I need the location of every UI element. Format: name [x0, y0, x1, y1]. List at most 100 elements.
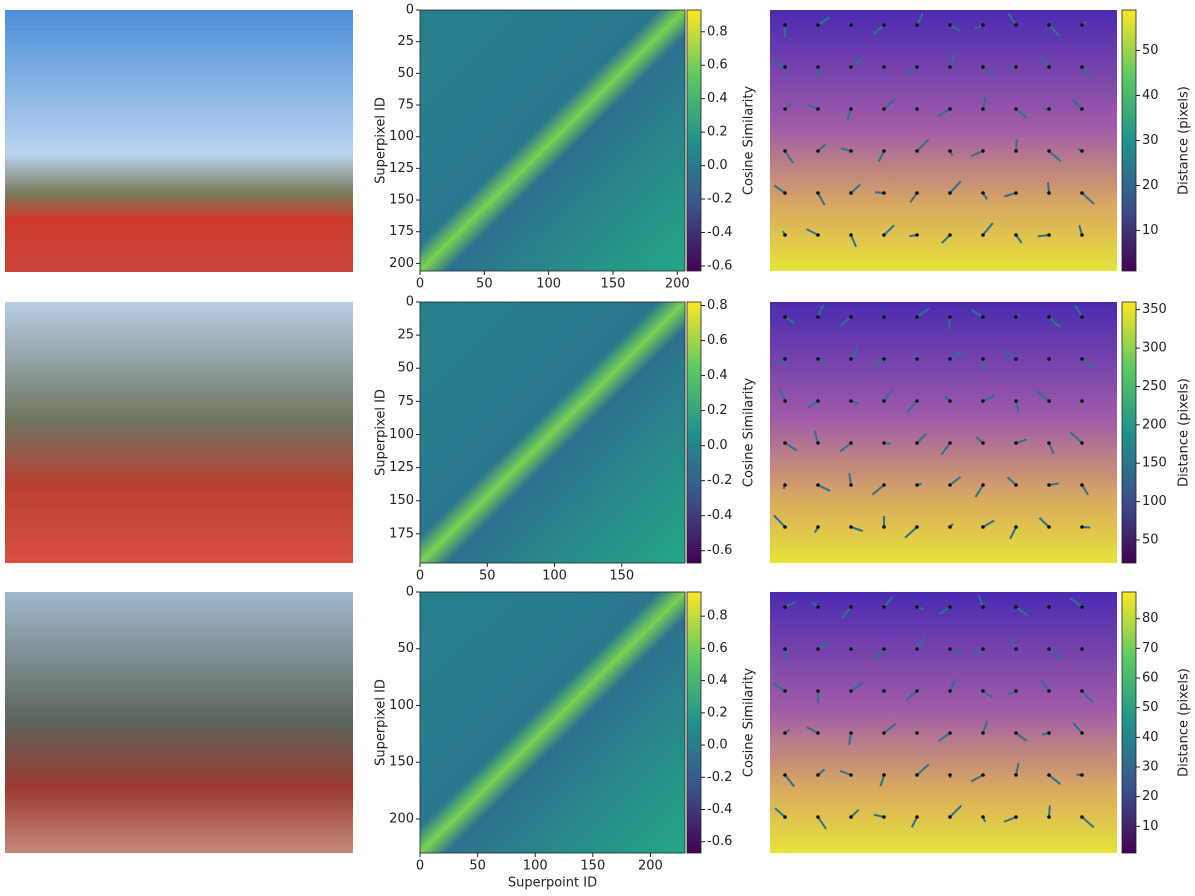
y-tick-label: 25: [397, 34, 414, 49]
keypoint: [981, 483, 985, 487]
keypoint: [849, 107, 853, 111]
x-tick-label: 150: [601, 277, 626, 292]
keypoint: [882, 773, 886, 777]
colorbar-tick-label: -0.6: [707, 834, 732, 849]
figure: 0501001502000255075100125150175200Superp…: [0, 0, 1195, 892]
keypoint: [882, 647, 886, 651]
keypoint: [1014, 815, 1018, 819]
y-tick-label: 200: [389, 811, 414, 826]
keypoint: [948, 399, 952, 403]
x-tick-label: 200: [665, 277, 690, 292]
colorbar-tick-label: 50: [1142, 532, 1159, 547]
keypoint: [981, 357, 985, 361]
keypoint: [915, 815, 919, 819]
keypoint: [816, 399, 820, 403]
colorbar-tick-label: 70: [1142, 641, 1159, 656]
keypoint: [849, 399, 853, 403]
x-axis-label: Superpoint ID: [508, 876, 597, 891]
keypoint: [849, 441, 853, 445]
keypoint: [1014, 107, 1018, 111]
keypoint: [849, 149, 853, 153]
keypoint: [783, 65, 787, 69]
keypoint: [1014, 689, 1018, 693]
keypoint: [1080, 731, 1084, 735]
keypoint: [1080, 65, 1084, 69]
keypoint: [816, 357, 820, 361]
colorbar-tick-label: 20: [1142, 178, 1159, 193]
keypoint: [981, 191, 985, 195]
colorbar-tick-label: 0.2: [707, 705, 728, 720]
keypoint: [981, 605, 985, 609]
keypoint: [915, 191, 919, 195]
keypoint: [1047, 773, 1051, 777]
colorbar-tick-label: 30: [1142, 133, 1159, 148]
keypoint: [882, 483, 886, 487]
keypoint: [981, 65, 985, 69]
colorbar: [687, 592, 701, 853]
keypoint: [915, 149, 919, 153]
y-tick-label: 125: [389, 161, 414, 176]
keypoint: [783, 23, 787, 27]
keypoint: [816, 65, 820, 69]
keypoint: [915, 689, 919, 693]
y-tick-label: 50: [397, 361, 414, 376]
y-tick-label: 75: [397, 98, 414, 113]
keypoint: [882, 315, 886, 319]
x-tick-label: 0: [416, 569, 424, 584]
y-tick-label: 175: [389, 224, 414, 239]
keypoint: [981, 233, 985, 237]
keypoint: [915, 647, 919, 651]
y-tick-label: 75: [397, 394, 414, 409]
keypoint: [1047, 65, 1051, 69]
keypoint: [948, 773, 952, 777]
keypoint: [849, 605, 853, 609]
colorbar-tick-label: 30: [1142, 759, 1159, 774]
colorbar-tick-label: -0.4: [707, 802, 732, 817]
colorbar-tick-label: 200: [1142, 417, 1167, 432]
keypoint: [981, 731, 985, 735]
colorbar: [1122, 302, 1136, 563]
x-tick-label: 0: [416, 277, 424, 292]
keypoint: [816, 525, 820, 529]
colorbar: [1122, 10, 1136, 271]
flow-arrow: [949, 317, 950, 329]
colorbar-tick-label: 0.0: [707, 438, 728, 453]
colorbar-tick-label: 20: [1142, 789, 1159, 804]
keypoint: [849, 65, 853, 69]
keypoint: [1047, 689, 1051, 693]
keypoint: [1080, 23, 1084, 27]
keypoint: [816, 731, 820, 735]
keypoint: [816, 315, 820, 319]
keypoint: [783, 315, 787, 319]
colorbar-tick-label: 0.4: [707, 91, 728, 106]
keypoint: [783, 731, 787, 735]
keypoint: [915, 107, 919, 111]
keypoint: [981, 773, 985, 777]
keypoint: [816, 23, 820, 27]
y-tick-label: 50: [397, 641, 414, 656]
photos: [5, 10, 353, 853]
keypoint: [1080, 357, 1084, 361]
y-axis-label: Superpixel ID: [374, 389, 389, 476]
keypoint: [783, 605, 787, 609]
keypoint: [882, 441, 886, 445]
keypoint: [1014, 647, 1018, 651]
keypoint: [1047, 191, 1051, 195]
x-tick-label: 200: [638, 859, 663, 874]
x-tick-label: 100: [523, 859, 548, 874]
keypoint: [948, 441, 952, 445]
keypoint: [849, 773, 853, 777]
keypoint: [882, 233, 886, 237]
keypoint: [1080, 233, 1084, 237]
keypoint: [948, 483, 952, 487]
y-tick-label: 50: [397, 66, 414, 81]
colorbar-label: Cosine Similarity: [742, 86, 757, 196]
keypoint: [849, 233, 853, 237]
keypoint: [849, 315, 853, 319]
keypoint: [783, 689, 787, 693]
keypoint: [1080, 315, 1084, 319]
keypoint: [915, 773, 919, 777]
keypoint: [948, 689, 952, 693]
keypoint: [1080, 773, 1084, 777]
keypoint: [1047, 605, 1051, 609]
